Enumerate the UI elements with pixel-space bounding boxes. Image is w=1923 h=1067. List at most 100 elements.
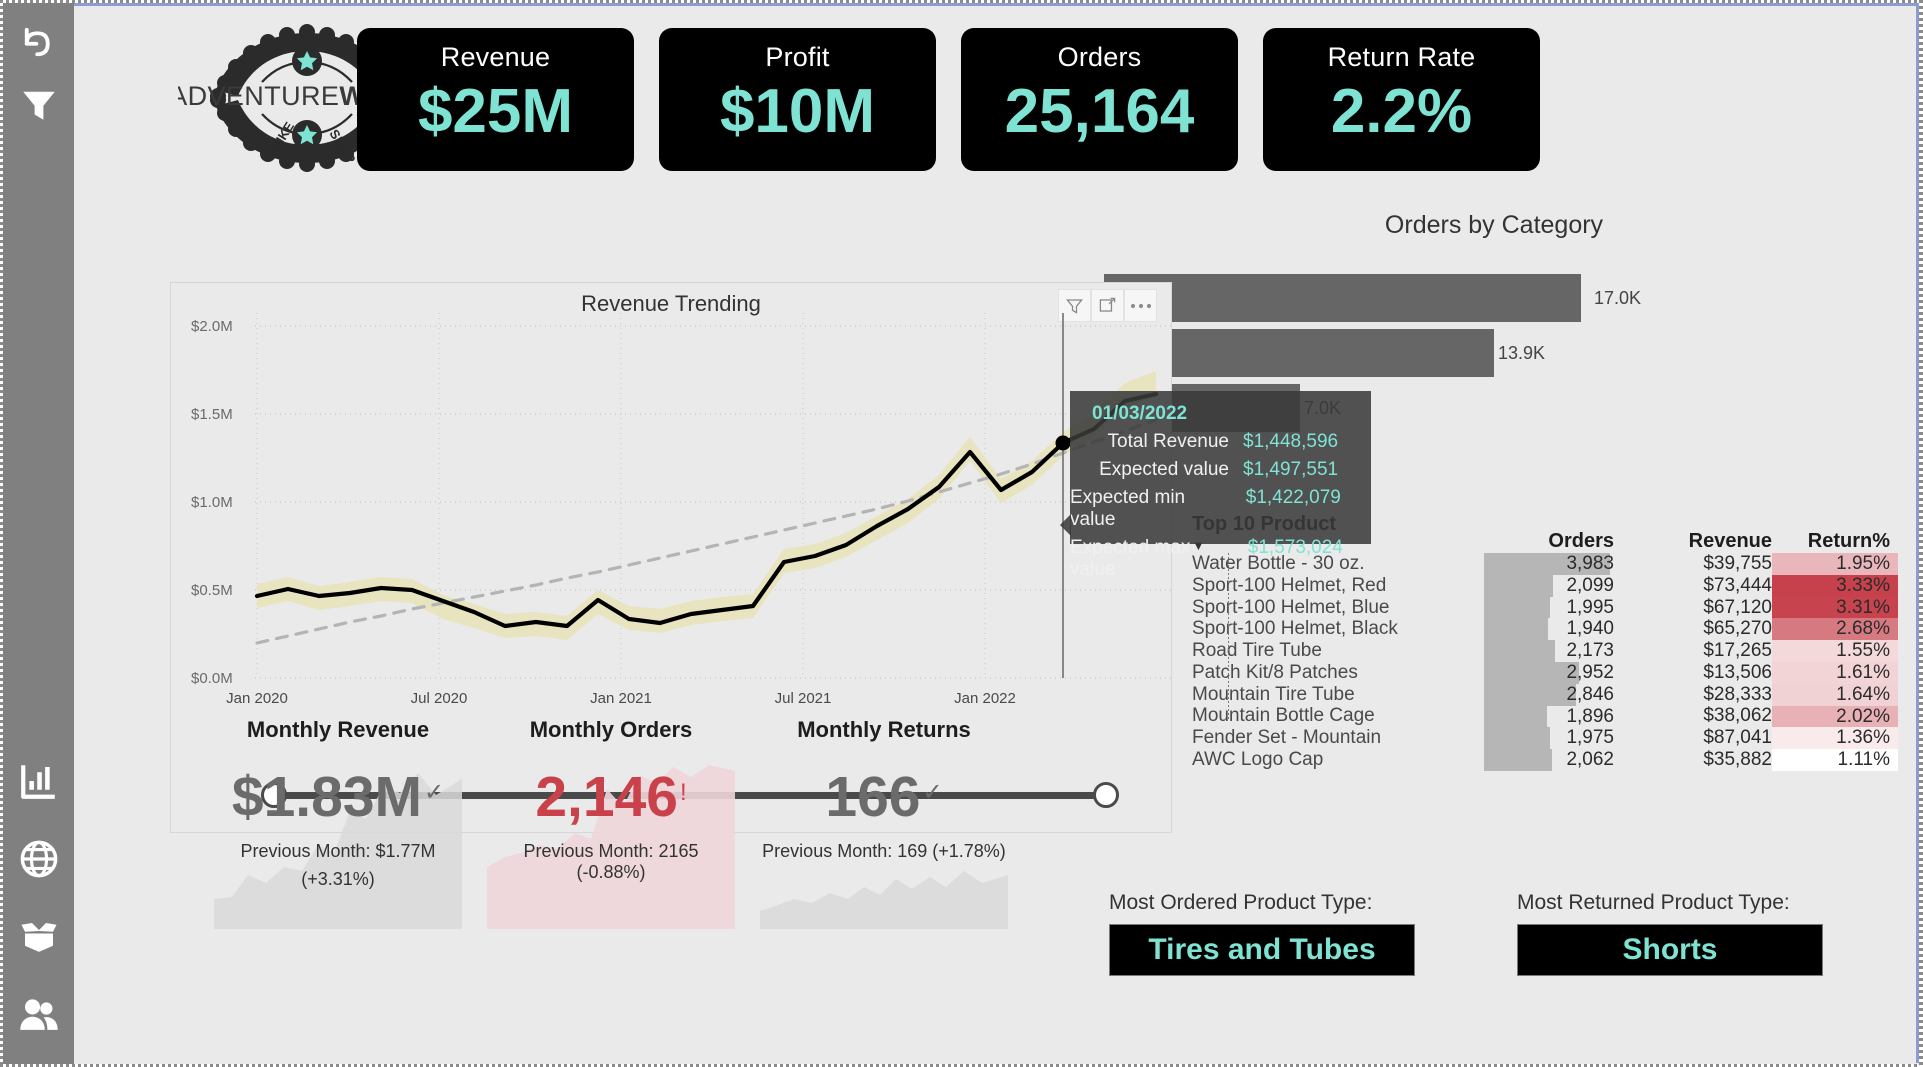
monthly-card-title: Monthly Orders	[529, 717, 693, 742]
bar-chart-icon	[20, 765, 55, 799]
orders-column-divider	[1228, 553, 1229, 719]
cell-revenue: $13,506	[1703, 661, 1772, 683]
undo-arrow-icon	[24, 27, 50, 57]
column-header-orders[interactable]: Orders	[1548, 530, 1614, 552]
cell-return-percent: 1.55%	[1772, 640, 1898, 662]
cell-return-percent: 3.31%	[1772, 596, 1898, 619]
orders-data-bar	[1484, 574, 1554, 597]
kpi-value: $10M	[719, 77, 876, 146]
table-row[interactable]: Road Tire Tube 2,173 $17,265 1.55%	[1192, 640, 1898, 662]
table-row[interactable]: Mountain Tire Tube 2,846 $28,333 1.64%	[1192, 684, 1898, 706]
orders-data-bar	[1484, 727, 1550, 750]
tooltip-row: Expected value $1,497,551	[1070, 459, 1355, 481]
x-tick-label: Jan 2020	[226, 690, 288, 707]
cell-return-percent: 1.61%	[1772, 661, 1898, 684]
sparkline-area-gray	[760, 871, 1008, 929]
orders-value: 3,983	[1566, 553, 1614, 574]
cell-product: Water Bottle - 30 oz.	[1192, 552, 1365, 574]
bar-fill	[1104, 274, 1581, 322]
products-button[interactable]	[3, 906, 74, 968]
y-tick-label: $2.0M	[191, 318, 233, 335]
orders-value: 1,975	[1566, 727, 1614, 749]
kpi-title: Orders	[1057, 42, 1142, 72]
table-row[interactable]: Mountain Bottle Cage 1,896 $38,062 2.02%	[1192, 705, 1898, 728]
bar-row-accessories[interactable]: Accessories 17.0K	[977, 274, 1884, 322]
cell-orders: 2,846	[1482, 683, 1632, 706]
more-options-icon[interactable]	[1124, 289, 1157, 322]
globe-icon	[20, 840, 57, 878]
left-navigation-rail	[3, 3, 74, 1064]
kpi-value: 25,164	[1004, 77, 1195, 146]
monthly-returns-card[interactable]: Monthly Returns 166✓ Previous Month: 169…	[760, 717, 1008, 929]
globe-button[interactable]	[3, 828, 74, 890]
kpi-card-revenue[interactable]: Revenue $25M	[357, 28, 634, 171]
cell-product: Mountain Tire Tube	[1192, 683, 1355, 705]
most-ordered-type-value: Tires and Tubes	[1148, 933, 1376, 966]
most-ordered-type-card[interactable]: Tires and Tubes	[1109, 924, 1415, 976]
cell-revenue: $38,062	[1703, 705, 1772, 727]
monthly-card-previous: Previous Month: 2165 (-0.88%)	[523, 841, 699, 882]
cell-return-percent: 1.11%	[1772, 749, 1898, 771]
monthly-card-value: 2,146!	[487, 769, 735, 826]
tooltip-row-label: Expected max value	[1070, 537, 1191, 580]
orders-data-bar	[1484, 749, 1553, 771]
table-body: Water Bottle - 30 oz. 3,983 $39,755 1.95% Sp…	[1192, 553, 1898, 771]
orders-value: 1,896	[1566, 705, 1614, 727]
monthly-card-number: $1.83M	[231, 765, 422, 829]
cell-return-percent: 1.64%	[1772, 683, 1898, 706]
cell-revenue: $35,882	[1703, 749, 1772, 771]
cell-orders: 1,940	[1482, 618, 1632, 641]
cell-orders: 1,995	[1482, 596, 1632, 619]
kpi-card-return-rate[interactable]: Return Rate 2.2%	[1263, 28, 1540, 171]
bar-value-label: 13.9K	[1498, 343, 1546, 363]
trend-line	[255, 418, 1158, 645]
monthly-orders-card[interactable]: Monthly Orders 2,146! Previous Month: 21…	[487, 717, 735, 929]
most-returned-type-value: Shorts	[1622, 933, 1718, 966]
reports-button[interactable]	[3, 750, 74, 812]
filter-button[interactable]	[3, 73, 74, 135]
window-border-left	[0, 0, 3, 1067]
kpi-title: Profit	[765, 42, 830, 72]
column-header-revenue[interactable]: Revenue	[1688, 530, 1772, 552]
cell-orders: 2,952	[1482, 661, 1632, 684]
table-row[interactable]: Patch Kit/8 Patches 2,952 $13,506 1.61%	[1192, 662, 1898, 684]
revenue-line	[254, 391, 1159, 629]
table-row[interactable]: Water Bottle - 30 oz. 3,983 $39,755 1.95%	[1192, 553, 1898, 575]
slider-handle-end[interactable]	[1093, 782, 1119, 808]
y-tick-label: $1.5M	[191, 406, 233, 423]
revenue-trending-visual[interactable]: Revenue Trending $2	[170, 282, 1173, 833]
cell-return-percent: 2.68%	[1772, 618, 1898, 641]
cell-orders: 1,896	[1482, 705, 1632, 728]
orders-by-category-title: Orders by Category	[1384, 211, 1604, 239]
tooltip-row-label: Expected min value	[1070, 487, 1186, 530]
kpi-card-orders[interactable]: Orders 25,164	[961, 28, 1238, 171]
cell-orders: 2,099	[1482, 574, 1632, 597]
table-row[interactable]: AWC Logo Cap 2,062 $35,882 1.11%	[1192, 749, 1898, 771]
table-row[interactable]: Sport-100 Helmet, Blue 1,995 $67,120 3.31%	[1192, 597, 1898, 619]
cell-orders: 2,062	[1482, 749, 1632, 771]
table-row[interactable]: Sport-100 Helmet, Black 1,940 $65,270 2.68%	[1192, 618, 1898, 641]
back-button[interactable]	[3, 11, 74, 73]
most-ordered-type-label: Most Ordered Product Type:	[1109, 891, 1373, 914]
orders-data-bar	[1484, 683, 1576, 706]
tooltip-row: Total Revenue $1,448,596	[1070, 431, 1355, 453]
bar-row-bikes[interactable]: Bikes 13.9K	[1033, 329, 1884, 377]
open-box-icon	[21, 923, 56, 952]
status-check-icon: ✓	[424, 779, 445, 806]
cell-revenue: $67,120	[1703, 596, 1772, 618]
table-row[interactable]: Sport-100 Helmet, Red 2,099 $73,444 3.33%	[1192, 575, 1898, 597]
tooltip-row: Expected min value $1,422,079	[1070, 487, 1355, 531]
kpi-card-profit[interactable]: Profit $10M	[659, 28, 936, 171]
monthly-revenue-card[interactable]: Monthly Revenue $1.83M✓ Previous Month: …	[214, 717, 462, 929]
focus-mode-icon[interactable]	[1091, 289, 1124, 322]
table-row[interactable]: Fender Set - Mountain 1,975 $87,041 1.36%	[1192, 727, 1898, 750]
customers-button[interactable]	[3, 984, 74, 1046]
most-returned-type-card[interactable]: Shorts	[1517, 924, 1823, 976]
slider-handle-start[interactable]	[261, 782, 287, 808]
column-header-return[interactable]: Return%	[1807, 530, 1890, 552]
monthly-card-value: $1.83M✓	[214, 769, 462, 826]
tooltip-row-value: $1,448,596	[1243, 431, 1339, 452]
cell-revenue: $17,265	[1703, 640, 1772, 662]
orders-value: 2,062	[1566, 749, 1614, 771]
kpi-value: $25M	[417, 77, 574, 146]
